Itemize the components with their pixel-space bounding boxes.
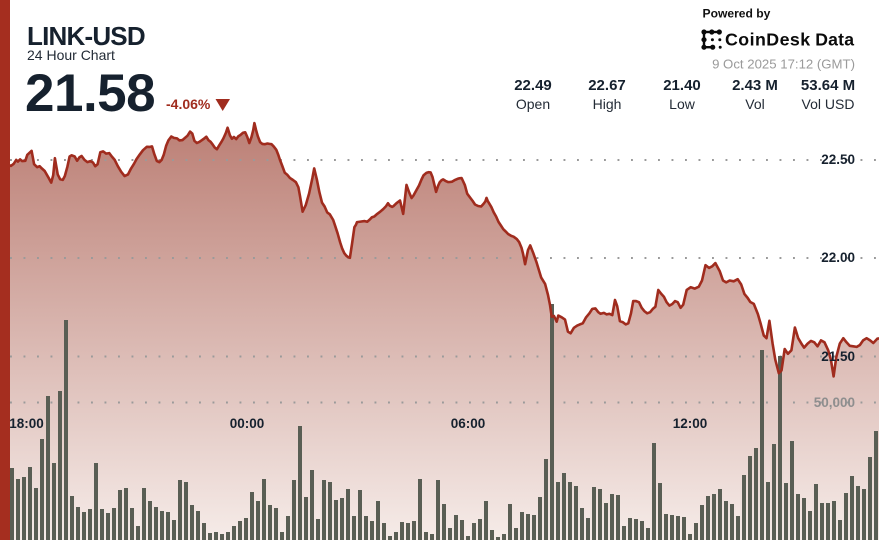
svg-text:CoinDesk: CoinDesk: [725, 29, 811, 49]
svg-text:Data: Data: [815, 29, 854, 49]
svg-text:9 Oct 2025 17:12 (GMT): 9 Oct 2025 17:12 (GMT): [712, 57, 855, 72]
svg-text:Powered by: Powered by: [703, 7, 771, 21]
